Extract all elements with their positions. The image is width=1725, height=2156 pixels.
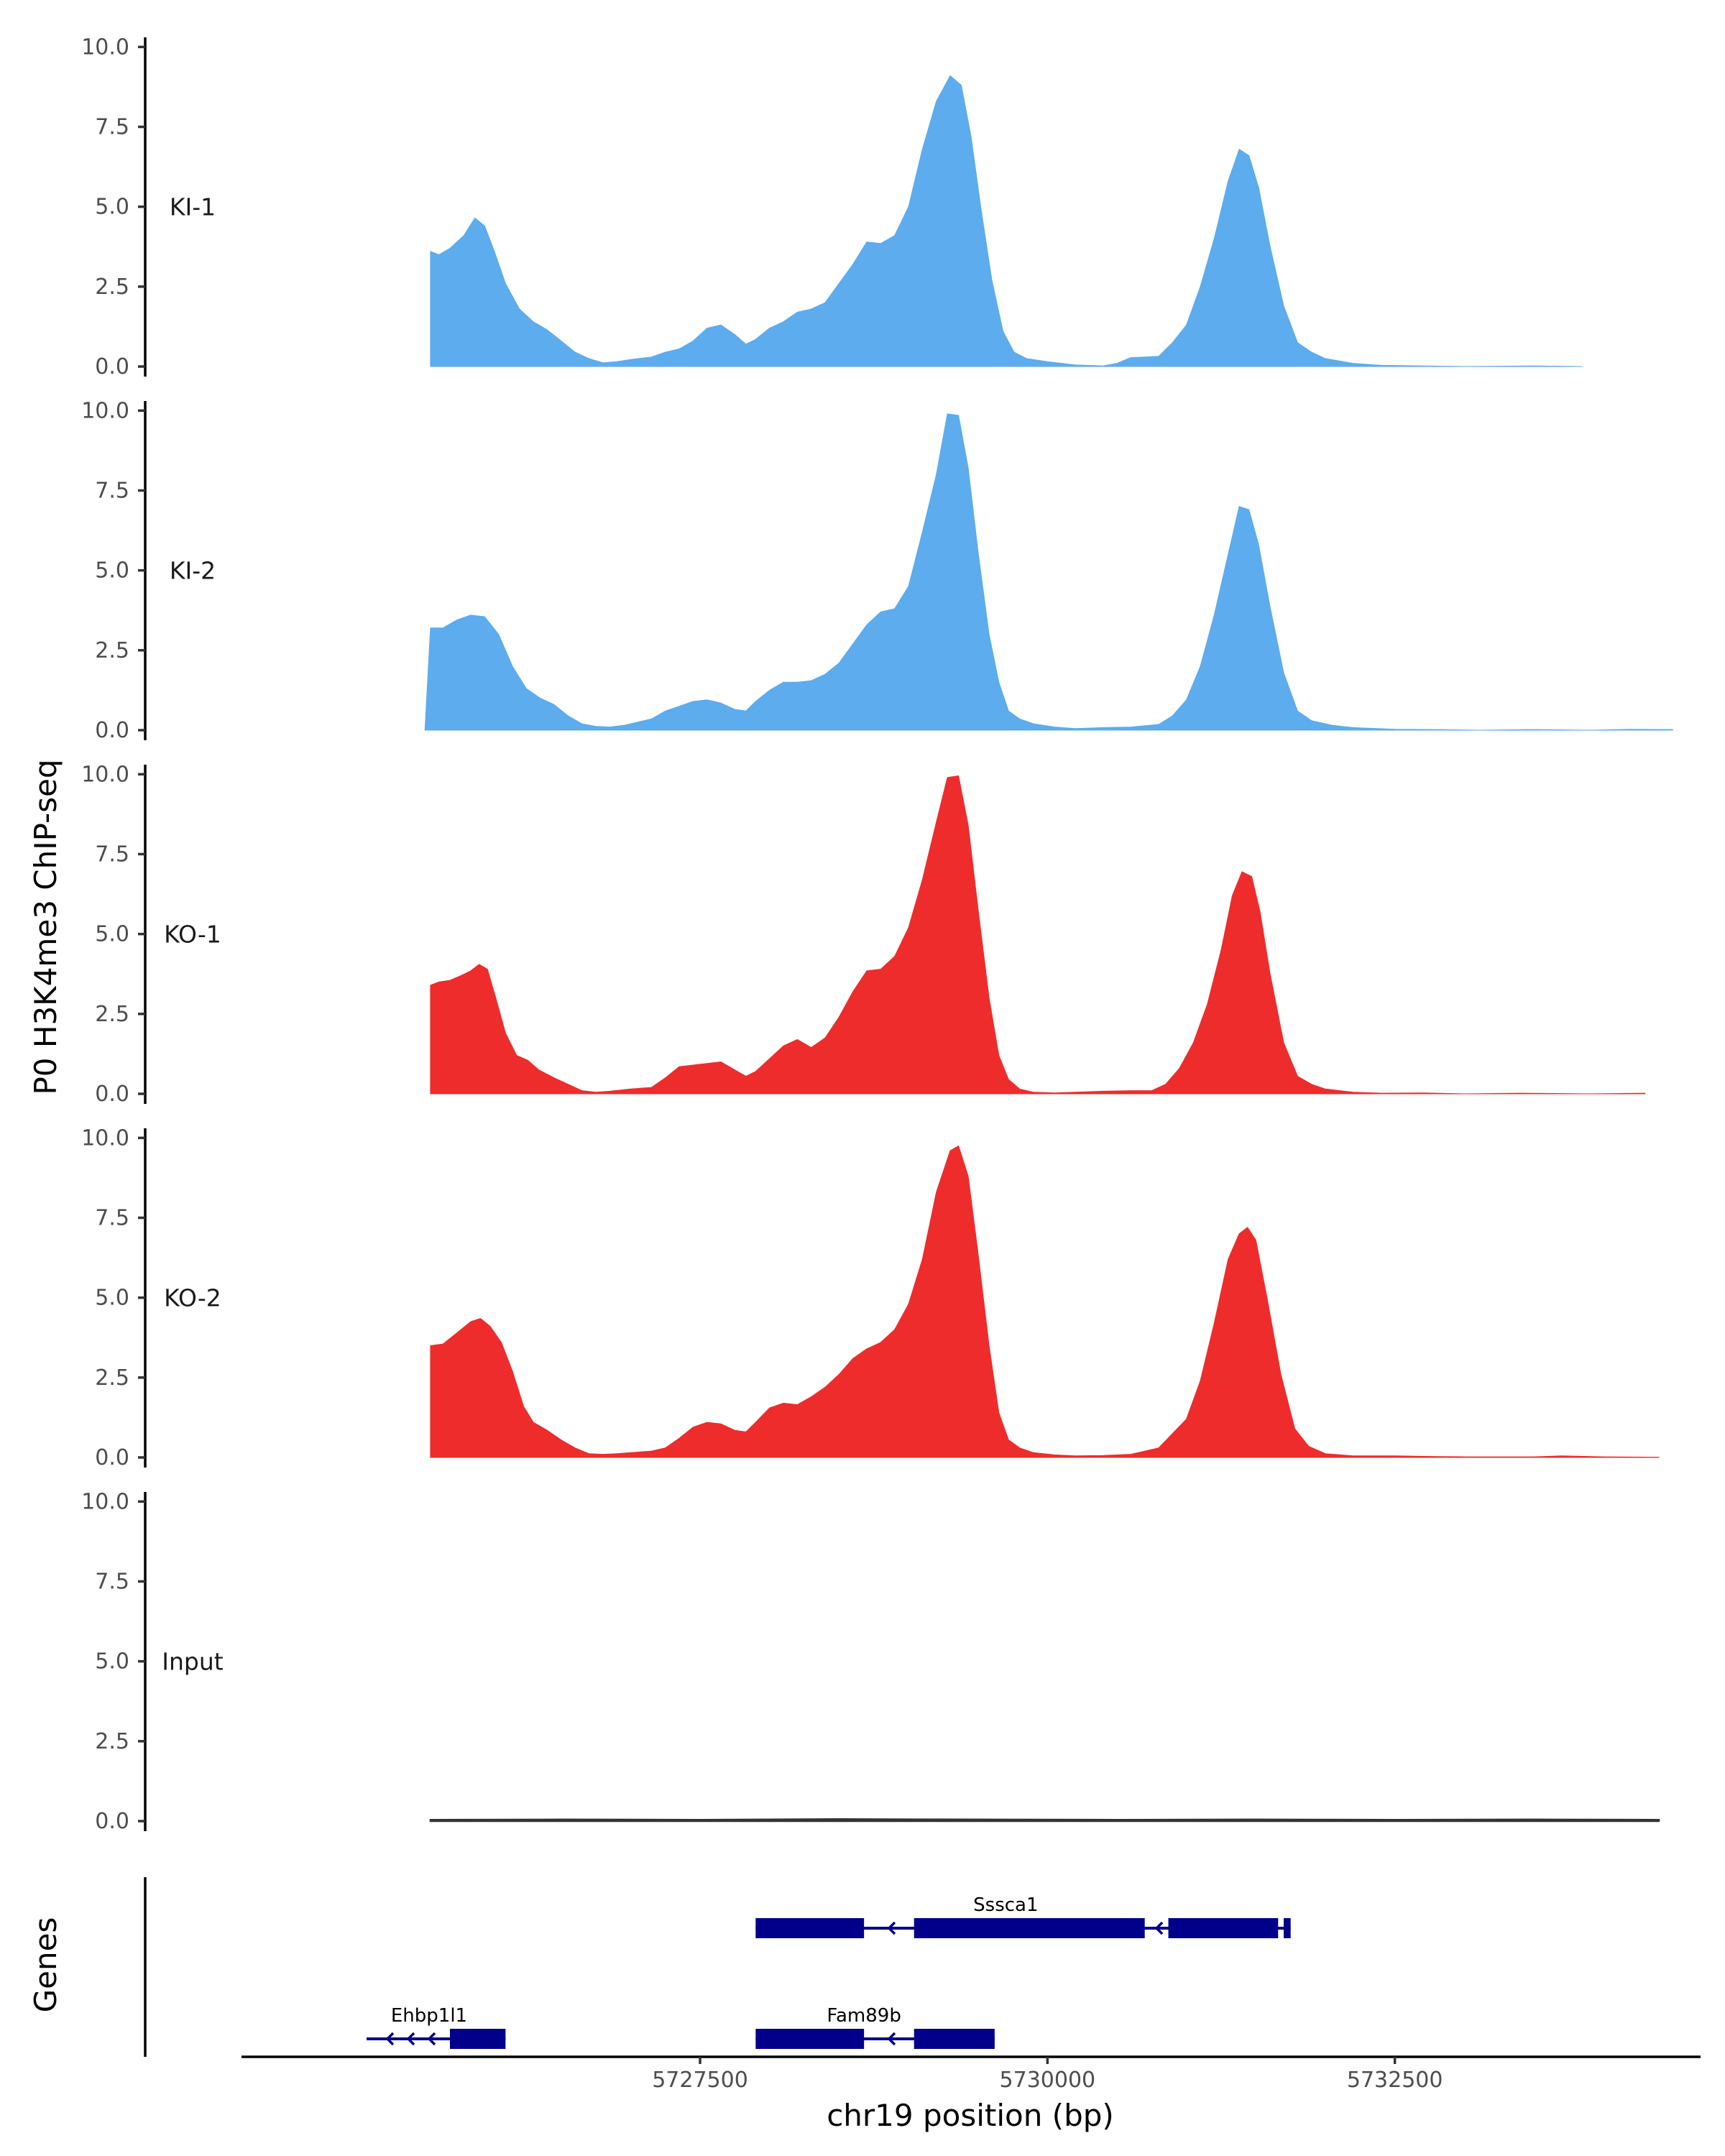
- gene-sssca1: Sssca1: [755, 1894, 1291, 1938]
- gene-exon: [755, 2029, 865, 2049]
- gene-fam89b: Fam89b: [755, 2005, 995, 2049]
- coverage-area: [430, 1145, 1660, 1458]
- y-axis-title: P0 H3K4me3 ChIP-seq: [28, 759, 63, 1095]
- coverage-area: [424, 413, 1673, 731]
- strand-arrow-icon: [406, 2032, 415, 2046]
- y-tick-label: 2.5: [95, 275, 129, 300]
- coverage-area: [430, 75, 1583, 367]
- y-tick-label: 5.0: [95, 922, 129, 947]
- y-tick-label: 10.0: [81, 1125, 129, 1151]
- track-label: KO-2: [164, 1284, 221, 1312]
- y-tick-label: 7.5: [95, 115, 129, 140]
- gene-label: Ehbp1l1: [391, 2005, 467, 2027]
- track-label: KI-2: [170, 557, 216, 585]
- gene-exon: [1284, 1918, 1291, 1938]
- y-tick-label: 2.5: [95, 1365, 129, 1391]
- x-tick-label: 5732500: [1347, 2068, 1443, 2093]
- strand-arrow-icon: [887, 1921, 896, 1935]
- track-ki-1: 0.0 2.5 5.0 7.5 10.0 KI-1: [81, 34, 1583, 379]
- track-ko-2: 0.0 2.5 5.0 7.5 10.0 KO-2: [81, 1125, 1660, 1470]
- gene-exon: [914, 2029, 995, 2049]
- strand-arrow-icon: [427, 2032, 436, 2046]
- y-tick-label: 7.5: [95, 842, 129, 867]
- gene-exon: [755, 1918, 865, 1938]
- track-label: KI-1: [170, 193, 216, 221]
- y-tick-label: 10.0: [81, 398, 129, 423]
- x-tick-label: 5730000: [1000, 2068, 1096, 2093]
- strand-arrow-icon: [1154, 1921, 1164, 1935]
- y-tick-label: 5.0: [95, 1649, 129, 1674]
- gene-label: Sssca1: [973, 1894, 1038, 1916]
- track-label: KO-1: [164, 921, 221, 949]
- coverage-area: [430, 775, 1646, 1095]
- y-tick-label: 7.5: [95, 1570, 129, 1595]
- y-tick-label: 0.0: [95, 354, 129, 379]
- gene-label: Fam89b: [827, 2005, 901, 2027]
- y-tick-label: 7.5: [95, 479, 129, 504]
- y-tick-label: 0.0: [95, 1809, 129, 1834]
- y-tick-label: 5.0: [95, 1286, 129, 1311]
- y-tick-label: 2.5: [95, 1002, 129, 1027]
- y-tick-label: 5.0: [95, 195, 129, 220]
- gene-ehbp1l1: Ehbp1l1: [367, 2005, 506, 2049]
- coverage-area: [429, 1818, 1660, 1823]
- y-tick-label: 0.0: [95, 718, 129, 743]
- y-tick-label: 10.0: [81, 34, 129, 60]
- gene-exon: [450, 2029, 506, 2049]
- gene-track-title: Genes: [28, 1917, 63, 2013]
- strand-arrow-icon: [887, 2032, 896, 2046]
- track-ko-1: 0.0 2.5 5.0 7.5 10.0 KO-1: [81, 762, 1646, 1107]
- y-tick-label: 7.5: [95, 1206, 129, 1231]
- track-label: Input: [162, 1648, 224, 1676]
- strand-arrow-icon: [385, 2032, 395, 2046]
- gene-track: Sssca1 Fam89b Ehbp1l1: [144, 1877, 1291, 2057]
- coverage-tracks: 0.0 2.5 5.0 7.5 10.0 KI-1 0.0 2.5 5.0 7.5 10.0 KI-2…: [81, 34, 1673, 1834]
- y-tick-label: 2.5: [95, 638, 129, 663]
- y-tick-label: 10.0: [81, 762, 129, 787]
- y-tick-label: 10.0: [81, 1489, 129, 1514]
- track-input: 0.0 2.5 5.0 7.5 10.0 Input: [81, 1489, 1660, 1834]
- gene-exon: [1168, 1918, 1279, 1938]
- gene-exon: [914, 1918, 1145, 1938]
- y-tick-label: 2.5: [95, 1729, 129, 1754]
- track-ki-2: 0.0 2.5 5.0 7.5 10.0 KI-2: [81, 398, 1673, 743]
- y-tick-label: 0.0: [95, 1445, 129, 1470]
- x-axis: 5727500 5730000 5732500: [242, 2055, 1701, 2093]
- y-tick-label: 0.0: [95, 1082, 129, 1107]
- y-tick-label: 5.0: [95, 558, 129, 584]
- x-axis-title: chr19 position (bp): [827, 2098, 1114, 2133]
- x-tick-label: 5727500: [652, 2068, 748, 2093]
